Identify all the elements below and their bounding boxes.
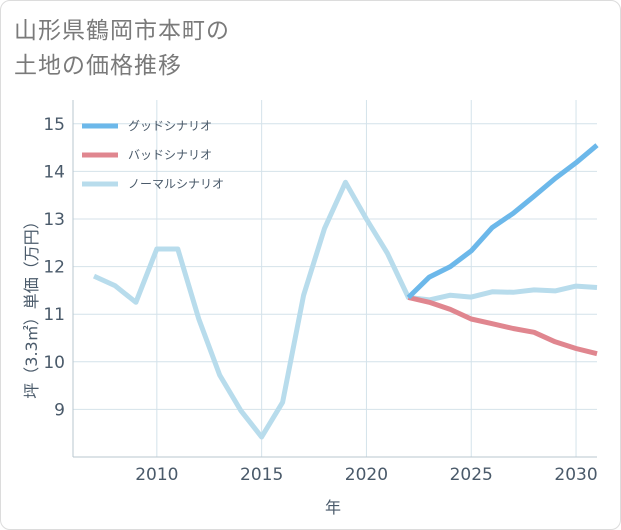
y-axis-title: 坪（3.3㎡）単価（万円） xyxy=(22,213,41,398)
y-tick-label: 13 xyxy=(43,210,65,230)
x-tick-label: 2025 xyxy=(450,465,493,485)
y-tick-label: 14 xyxy=(43,162,65,182)
plot-area xyxy=(72,100,597,458)
y-tick-label: 15 xyxy=(43,115,65,135)
x-tick-label: 2020 xyxy=(345,465,388,485)
x-tick-label: 2030 xyxy=(554,465,597,485)
chart-title-line2: 土地の価格推移 xyxy=(14,53,182,79)
grid-lines xyxy=(73,100,597,457)
chart-title-line1: 山形県鶴岡市本町の xyxy=(14,18,230,44)
y-tick-label: 11 xyxy=(43,305,65,325)
legend-label: バッドシナリオ xyxy=(128,148,212,162)
chart-title: 山形県鶴岡市本町の 土地の価格推移 xyxy=(14,14,414,84)
series-lines xyxy=(92,143,599,440)
legend-label: ノーマルシナリオ xyxy=(128,177,224,191)
x-axis-title: 年 xyxy=(325,498,341,517)
series-line-0 xyxy=(406,143,599,300)
y-axis-ticks: 9 10 11 12 13 14 15 xyxy=(43,115,65,421)
legend-label: グッドシナリオ xyxy=(128,119,212,133)
series-line-2 xyxy=(92,179,598,440)
x-tick-label: 2010 xyxy=(135,465,178,485)
x-tick-label: 2015 xyxy=(240,465,283,485)
y-tick-label: 12 xyxy=(43,258,65,278)
x-axis-ticks: 2010 2015 2020 2025 2030 xyxy=(135,465,597,485)
y-tick-label: 9 xyxy=(54,400,65,420)
y-tick-label: 10 xyxy=(43,353,65,373)
series-line-1 xyxy=(407,295,598,357)
